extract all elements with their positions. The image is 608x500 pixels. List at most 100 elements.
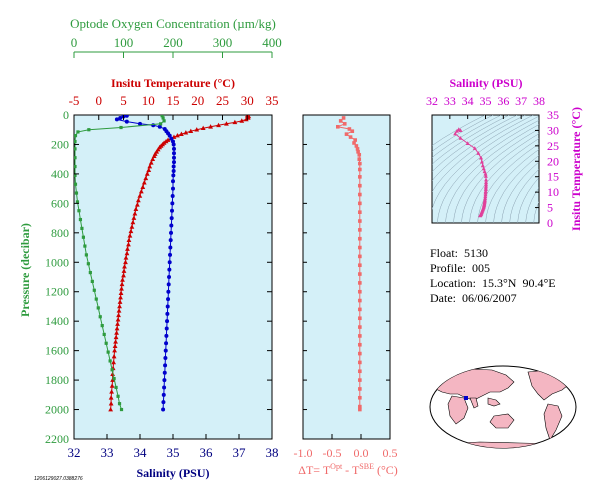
temperature-point [200, 125, 206, 131]
temperature-point [121, 272, 126, 278]
ts-salinity-tick-label: 33 [444, 94, 456, 108]
oxygen-point [94, 297, 98, 301]
oxygen-tick-label: 200 [163, 35, 183, 50]
delta-t-point [358, 369, 362, 374]
salinity-point [164, 341, 169, 346]
pressure-tick-label: 2200 [45, 432, 69, 446]
salinity-axis-label: Salinity (PSU) [136, 466, 209, 480]
ts-salinity-tick-label: 35 [480, 94, 492, 108]
temperature-point [131, 215, 137, 220]
ts-temperature-tick-label: 5 [547, 201, 553, 215]
delta-t-point [342, 122, 347, 126]
salinity-point [171, 151, 176, 156]
delta-t-point [348, 135, 353, 139]
temperature-point [132, 211, 138, 216]
ts-point [472, 146, 477, 150]
ts-density-contour [461, 133, 539, 223]
temperature-axis-ticks: -5 0 5 10 15 20 25 30 35 [69, 93, 279, 120]
salinity-point [165, 304, 170, 309]
delta-t-point [358, 281, 362, 285]
delta-t-point [358, 245, 362, 250]
delta-t-point [352, 141, 356, 145]
salinity-point [161, 392, 166, 397]
ts-temperature-tick-label: 15 [547, 170, 559, 184]
oxygen-axis-label: Optode Oxygen Concentration (µm/kg) [70, 16, 276, 31]
temperature-point [117, 303, 122, 309]
temperature-point [194, 127, 200, 132]
oxygen-point [81, 235, 86, 239]
temperature-point [113, 334, 119, 340]
salinity-point [169, 223, 174, 228]
delta-t-point [358, 263, 362, 268]
salinity-point [171, 186, 175, 191]
ts-point [481, 166, 486, 171]
salinity-point [171, 179, 175, 184]
delta-t-point [357, 152, 362, 157]
delta-t-point [358, 228, 362, 232]
temperature-point [120, 277, 125, 282]
temperature-point [134, 202, 140, 207]
oxygen-point [74, 173, 77, 177]
delta-t-tick-label: 0.5 [383, 446, 398, 460]
oxygen-point [117, 402, 122, 406]
ts-density-contour [533, 201, 539, 223]
salinity-point [166, 297, 171, 302]
temperature-point [112, 348, 117, 353]
pressure-tick-label: 0 [63, 108, 69, 122]
temperature-point [113, 339, 118, 344]
ts-point [476, 151, 481, 155]
temperature-point [151, 153, 157, 159]
ts-density-contour [432, 115, 494, 152]
delta-t-point [358, 175, 362, 179]
oxygen-point [119, 125, 123, 130]
oxygen-point [78, 217, 83, 222]
oxygen-point [87, 128, 91, 132]
temperature-tick-label: 5 [120, 93, 127, 108]
ts-density-contour [485, 149, 539, 223]
delta-t-point [344, 132, 349, 136]
salinity-tick-label: 33 [101, 445, 114, 460]
ts-density-contour [432, 115, 486, 146]
float-location-marker [464, 396, 468, 400]
pressure-tick-label: 1200 [45, 285, 69, 299]
temperature-point [118, 290, 124, 295]
delta-t-point [358, 360, 362, 365]
delta-t-point [358, 272, 362, 276]
salinity-point [114, 117, 119, 122]
ts-density-contour [432, 115, 502, 158]
oxygen-point [75, 200, 80, 204]
ts-density-contour [469, 138, 539, 223]
oxygen-point [106, 350, 110, 354]
delta-t-point [358, 254, 362, 259]
temperature-point [183, 130, 189, 135]
salinity-point [171, 146, 176, 151]
ts-density-contour [493, 155, 539, 223]
ts-density-contour [590, 115, 608, 223]
temperature-point [111, 353, 117, 359]
oxygen-point [74, 182, 78, 186]
delta-t-point [358, 236, 362, 241]
pressure-tick-label: 200 [51, 137, 69, 151]
oxygen-axis-ticks: 0 100 200 300 400 [71, 35, 282, 58]
ts-density-contour [432, 115, 539, 211]
ts-density-contour [432, 115, 534, 193]
delta-t-tick-label: -0.5 [323, 446, 342, 460]
ts-density-contour [432, 115, 526, 182]
oxygen-point [162, 119, 166, 123]
temperature-point [239, 118, 245, 123]
ts-point [483, 173, 488, 178]
ts-temperature-tick-label: 20 [547, 154, 559, 168]
temperature-tick-label: 15 [167, 93, 180, 108]
oxygen-point [74, 147, 77, 151]
salinity-point [161, 407, 166, 412]
oxygen-point [86, 262, 90, 266]
temperature-point [114, 325, 120, 331]
delta-t-point [358, 307, 362, 312]
delta-t-point [358, 167, 362, 172]
oxygen-point [100, 324, 104, 328]
ts-salinity-tick-label: 38 [533, 94, 545, 108]
temperature-point [126, 242, 131, 247]
salinity-point [168, 245, 173, 250]
ts-salinity-tick-label: 37 [515, 94, 527, 108]
world-map [429, 365, 577, 449]
